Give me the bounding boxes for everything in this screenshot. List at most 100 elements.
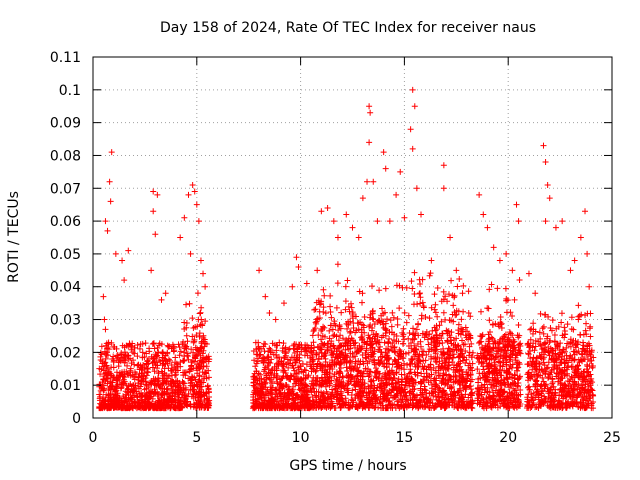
scatter-point — [466, 349, 473, 356]
scatter-point — [586, 325, 593, 332]
scatter-point — [97, 387, 104, 394]
scatter-point — [361, 314, 368, 321]
x-axis-label: GPS time / hours — [289, 458, 406, 474]
x-tick-label: 5 — [192, 430, 201, 446]
scatter-point — [419, 330, 426, 337]
scatter-point — [394, 321, 401, 328]
scatter-point — [455, 346, 462, 353]
scatter-point — [154, 365, 161, 372]
scatter-point — [499, 335, 506, 342]
scatter-point — [390, 314, 397, 321]
scatter-point — [183, 332, 190, 339]
scatter-point — [395, 375, 402, 382]
scatter-point — [408, 278, 415, 285]
scatter-point — [313, 367, 320, 374]
scatter-point — [333, 348, 340, 355]
scatter-point — [540, 323, 547, 330]
scatter-point — [449, 358, 456, 365]
scatter-point — [477, 375, 484, 382]
x-tick-label: 10 — [292, 430, 310, 446]
scatter-point — [497, 314, 504, 321]
scatter-point — [432, 350, 439, 357]
scatter-point — [409, 390, 416, 397]
y-tick-label: 0.07 — [50, 181, 81, 197]
scatter-point — [537, 353, 544, 360]
scatter-point — [544, 333, 551, 340]
scatter-point — [342, 298, 349, 305]
scatter-point — [355, 326, 362, 333]
scatter-point — [318, 336, 325, 343]
scatter-point — [404, 361, 411, 368]
scatter-point — [302, 381, 309, 388]
scatter-point — [333, 333, 340, 340]
scatter-point — [538, 342, 545, 349]
scatter-point — [142, 340, 149, 347]
scatter-point — [337, 332, 344, 339]
scatter-point — [564, 321, 571, 328]
scatter-point — [146, 348, 153, 355]
scatter-point — [525, 370, 532, 377]
scatter-point — [347, 350, 354, 357]
scatter-point — [452, 312, 459, 319]
scatter-point — [477, 308, 484, 315]
scatter-point — [548, 327, 555, 334]
scatter-point — [407, 360, 414, 367]
scatter-point — [545, 359, 552, 366]
scatter-point — [267, 360, 274, 367]
scatter-point — [458, 316, 465, 323]
scatter-point — [418, 370, 425, 377]
scatter-point — [285, 364, 292, 371]
scatter-point — [102, 359, 109, 366]
y-tick-label: 0.1 — [59, 83, 81, 99]
scatter-point — [440, 288, 447, 295]
scatter-point — [203, 363, 210, 370]
scatter-point — [421, 383, 428, 390]
scatter-point — [192, 394, 199, 401]
scatter-point — [361, 329, 368, 336]
scatter-point — [527, 336, 534, 343]
scatter-point — [486, 317, 493, 324]
scatter-point — [478, 338, 485, 345]
scatter-point — [540, 378, 547, 385]
scatter-point — [494, 404, 501, 411]
scatter-point — [352, 339, 359, 346]
scatter-point — [303, 361, 310, 368]
scatter-point — [161, 365, 168, 372]
scatter-point — [530, 320, 537, 327]
scatter-point — [308, 389, 315, 396]
scatter-point — [103, 391, 110, 398]
scatter-point — [321, 352, 328, 359]
y-tick-label: 0.08 — [50, 148, 81, 164]
scatter-point — [465, 288, 472, 295]
scatter-point — [143, 350, 150, 357]
y-tick-label: 0.06 — [50, 214, 81, 230]
scatter-point — [139, 349, 146, 356]
scatter-point — [104, 365, 111, 372]
scatter-point — [419, 299, 426, 306]
scatter-point — [414, 355, 421, 362]
scatter-points — [96, 86, 597, 412]
scatter-point — [480, 366, 487, 373]
scatter-point — [405, 312, 412, 319]
scatter-point — [587, 353, 594, 360]
scatter-point — [344, 277, 351, 284]
scatter-point — [194, 290, 201, 297]
scatter-point — [149, 364, 156, 371]
y-tick-label: 0.04 — [50, 280, 81, 296]
scatter-point — [443, 371, 450, 378]
scatter-point — [468, 340, 475, 347]
scatter-point — [184, 338, 191, 345]
scatter-point — [161, 375, 168, 382]
scatter-point — [511, 296, 518, 303]
scatter-point — [321, 333, 328, 340]
scatter-point — [339, 335, 346, 342]
scatter-point — [376, 287, 383, 294]
scatter-point — [135, 385, 142, 392]
scatter-point — [558, 319, 565, 326]
scatter-point — [350, 324, 357, 331]
scatter-point — [533, 389, 540, 396]
scatter-point — [344, 368, 351, 375]
scatter-point — [189, 333, 196, 340]
scatter-point — [371, 348, 378, 355]
scatter-point — [469, 389, 476, 396]
